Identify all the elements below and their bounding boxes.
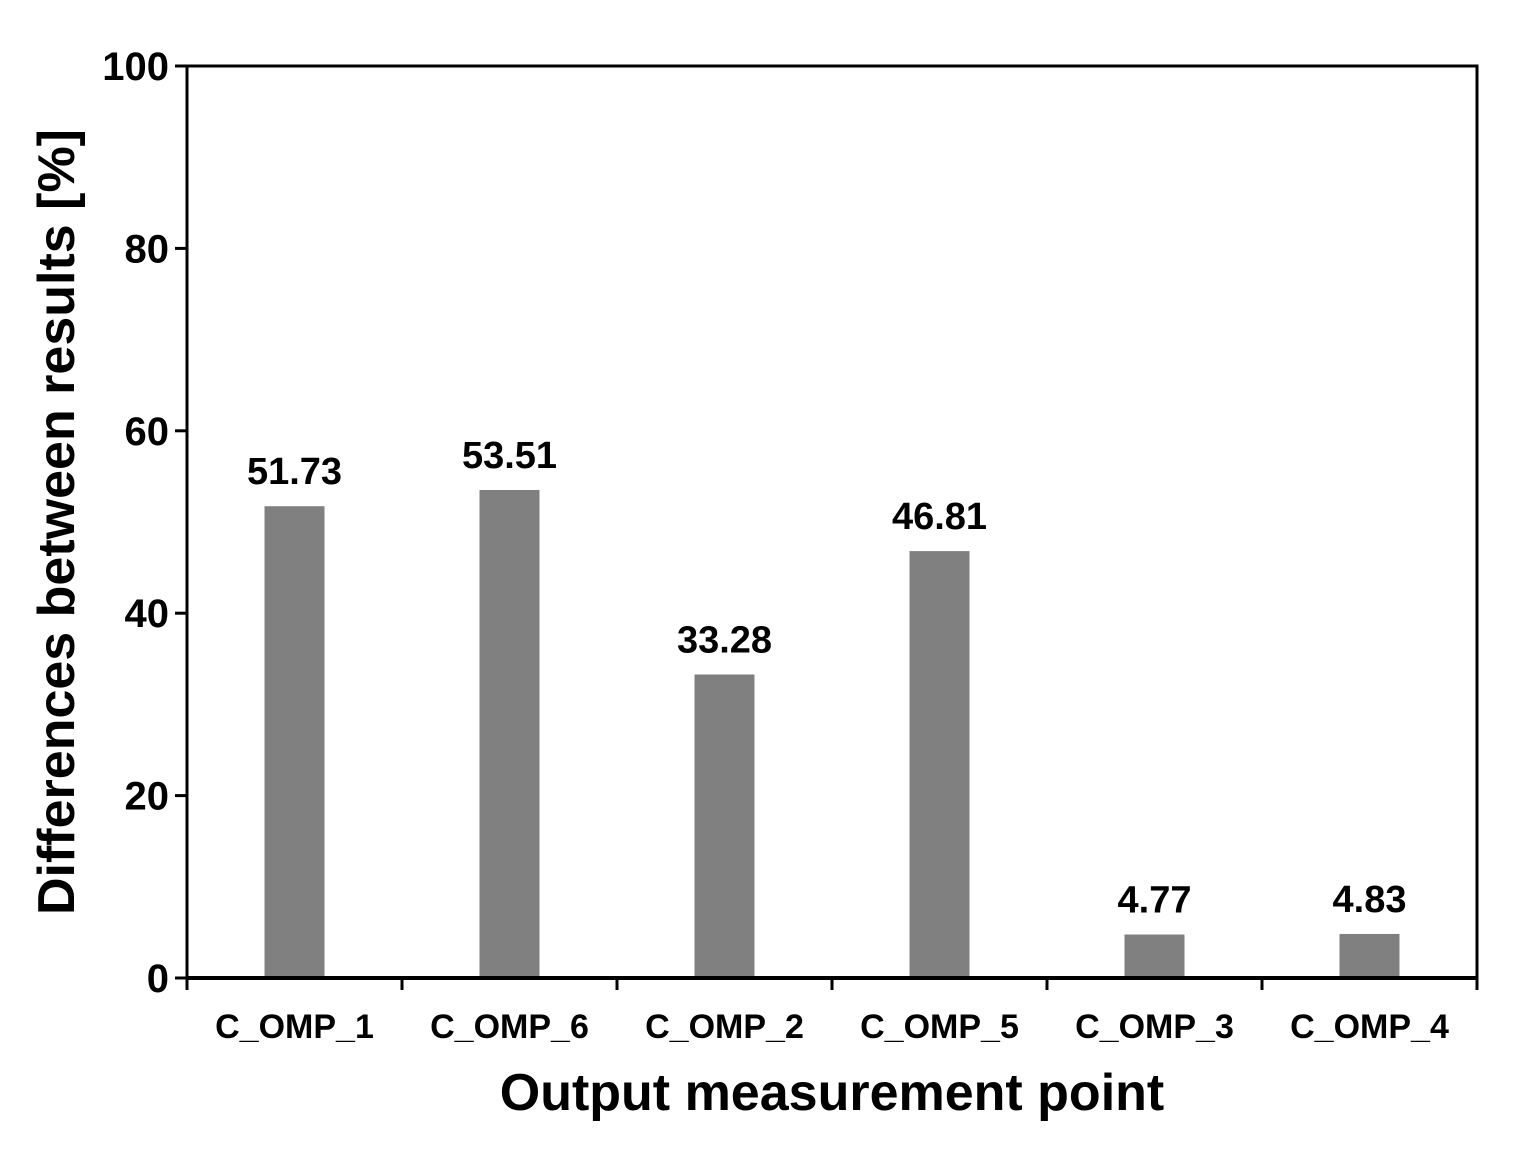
- bar: [1124, 934, 1185, 978]
- x-tick-label: C_OMP_3: [1075, 1008, 1234, 1046]
- y-tick-label: 60: [125, 410, 170, 454]
- bars: [261, 489, 1403, 980]
- plot-frame: [185, 64, 1479, 980]
- x-tick-label: C_OMP_1: [215, 1008, 374, 1046]
- axes: [185, 64, 1479, 980]
- x-tick-label: C_OMP_5: [860, 1008, 1019, 1046]
- bar-value-label: 46.81: [892, 496, 987, 538]
- x-tick-label: C_OMP_4: [1290, 1008, 1449, 1046]
- x-tick-label: C_OMP_6: [430, 1008, 589, 1046]
- bar-value-label: 33.28: [677, 619, 772, 661]
- x-axis-title: Output measurement point: [500, 1064, 1164, 1122]
- bar-value-label: 4.77: [1118, 879, 1192, 921]
- y-tick-label: 20: [125, 775, 170, 819]
- bar: [909, 551, 970, 978]
- y-tick-label: 80: [125, 227, 170, 271]
- x-tick-label: C_OMP_2: [645, 1008, 804, 1046]
- bar: [479, 489, 540, 978]
- y-axis-title: Differences between results [%]: [28, 129, 86, 915]
- y-tick-label: 0: [147, 957, 169, 1001]
- ticks: [175, 64, 1479, 990]
- labels: 0 20 40 60 80 100 51.73 C_OMP_1 53.51 C_OMP_6 33.2…: [102, 45, 1449, 1046]
- y-tick-label: 100: [102, 45, 169, 89]
- bar: [264, 506, 325, 978]
- bar: [1339, 933, 1400, 978]
- bar-value-label: 53.51: [462, 435, 557, 477]
- bar-value-label: 4.83: [1333, 879, 1407, 921]
- bar-value-label: 51.73: [247, 451, 342, 493]
- bar: [694, 674, 755, 978]
- y-tick-label: 40: [125, 592, 170, 636]
